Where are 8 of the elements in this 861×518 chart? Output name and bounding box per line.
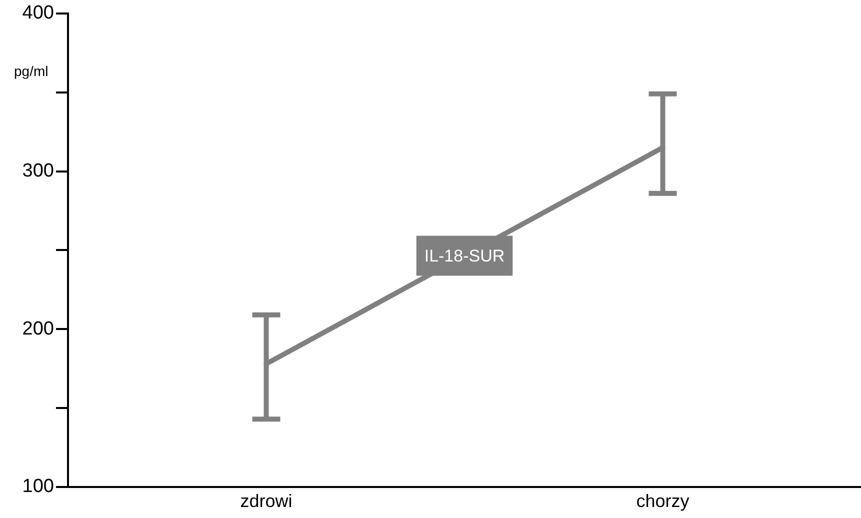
y-tick-label: 400	[22, 2, 54, 24]
series-label: IL-18-SUR	[424, 246, 505, 266]
y-axis-title: pg/ml	[14, 62, 48, 79]
y-tick-label: 300	[22, 160, 54, 182]
x-tick-label: chorzy	[636, 490, 690, 511]
x-tick-label: zdrowi	[240, 490, 292, 511]
y-tick-label: 100	[22, 476, 54, 498]
y-tick-label: 200	[22, 318, 54, 340]
